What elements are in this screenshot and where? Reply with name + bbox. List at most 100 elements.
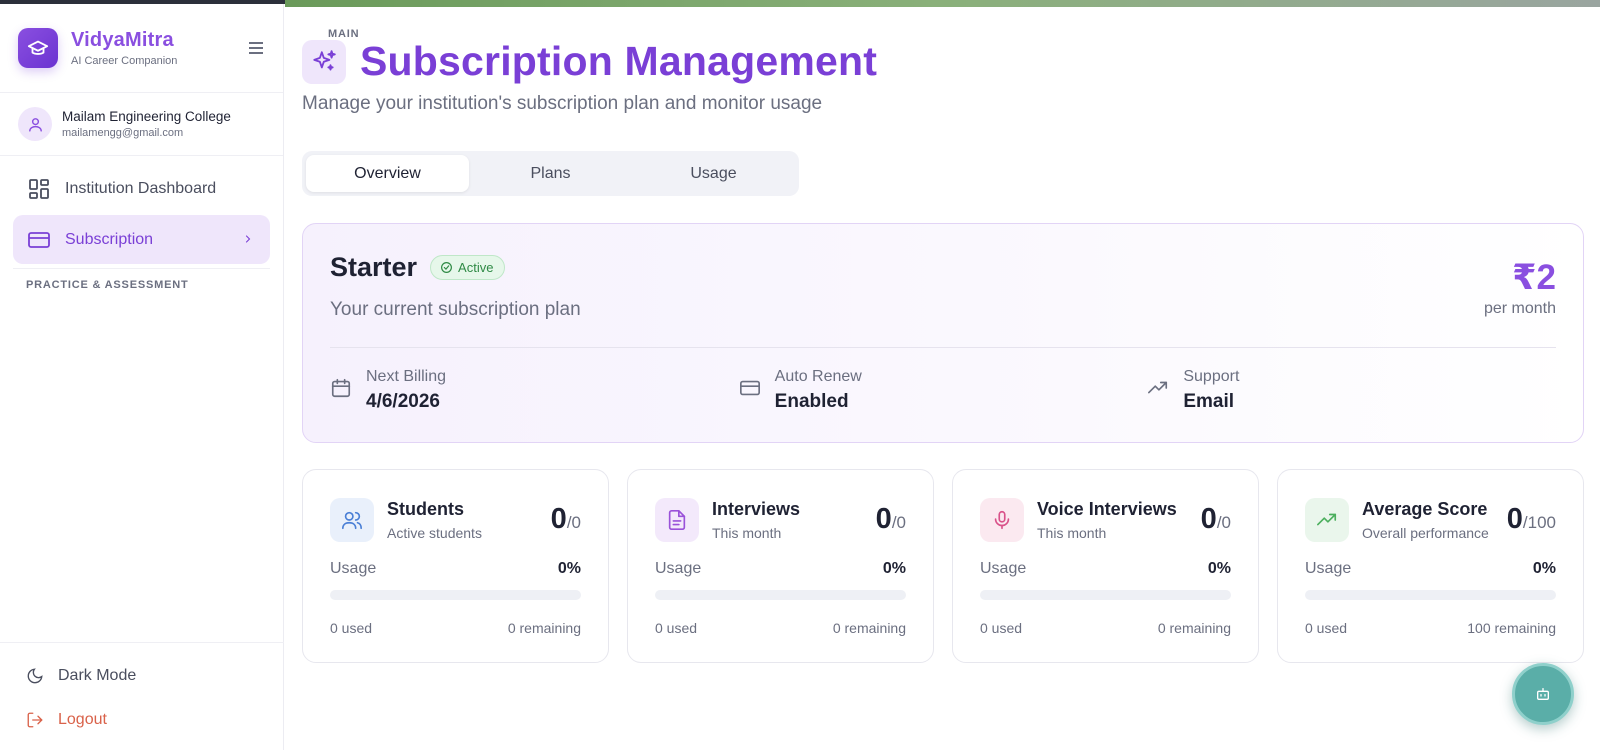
- dashboard-grid-icon: [29, 178, 49, 199]
- chevron-right-icon: [245, 235, 251, 243]
- count-value: 0: [550, 503, 567, 535]
- usage-label: Usage: [1305, 560, 1352, 577]
- plan-name: Starter: [330, 252, 418, 282]
- tab-plans[interactable]: Plans: [530, 164, 571, 182]
- stat-subtitle: This month: [712, 525, 782, 541]
- plan-divider: [330, 347, 1556, 348]
- sidebar-item-label: Institution Dashboard: [65, 179, 217, 197]
- remaining-count: 0 remaining: [1157, 620, 1231, 636]
- remaining-count: 0 remaining: [507, 620, 581, 636]
- tab-overview[interactable]: Overview: [306, 155, 469, 192]
- stat-card-average-score: Average Score Overall performance 0/100 …: [1277, 469, 1584, 663]
- usage-label: Usage: [330, 560, 377, 577]
- credit-card-icon: [28, 231, 50, 248]
- brand-name: VidyaMitra: [71, 29, 174, 51]
- stat-subtitle: Overall performance: [1362, 525, 1489, 541]
- usage-progress-bar: [1305, 590, 1556, 600]
- nav-section-practice: PRACTICE & ASSESSMENT: [26, 279, 189, 291]
- current-plan-card: Starter Active Your current subscription…: [302, 223, 1584, 443]
- usage-stats: Students Active students 0/0 Usage 0% 0 u…: [302, 469, 1584, 663]
- logout-label: Logout: [58, 711, 107, 728]
- plan-meta: Next Billing 4/6/2026 Auto Renew Enabled…: [330, 368, 1556, 413]
- meta-label: Next Billing: [366, 368, 447, 385]
- top-strip: [0, 0, 1600, 7]
- remaining-count: 100 remaining: [1467, 620, 1556, 636]
- count-limit: /0: [566, 513, 581, 532]
- usage-percent: 0%: [1207, 560, 1231, 577]
- page-header: Subscription Management: [302, 38, 1584, 85]
- profile-name: Mailam Engineering College: [62, 109, 231, 124]
- trending-up-icon: [1305, 498, 1349, 542]
- meta-next-billing: Next Billing 4/6/2026: [330, 368, 739, 413]
- used-count: 0 used: [980, 620, 1023, 636]
- nav-divider: [13, 268, 270, 269]
- sidebar-item-subscription[interactable]: Subscription: [13, 215, 270, 264]
- status-badge: Active: [430, 255, 506, 280]
- sparkles-icon: [302, 39, 346, 84]
- count-value: 0: [875, 503, 892, 535]
- usage-percent: 0%: [1532, 560, 1556, 577]
- credit-card-icon: [739, 380, 760, 396]
- brand-header: VidyaMitra AI Career Companion: [0, 4, 283, 93]
- tab-usage[interactable]: Usage: [690, 164, 737, 182]
- used-count: 0 used: [655, 620, 698, 636]
- check-circle-icon: [441, 262, 453, 273]
- count-limit: /100: [1522, 513, 1556, 532]
- plan-description: Your current subscription plan: [330, 299, 581, 320]
- stat-count: 0/0: [876, 503, 906, 536]
- stat-title: Interviews: [712, 499, 801, 519]
- logout-icon: [27, 712, 43, 728]
- price-unit: per month: [1483, 300, 1556, 317]
- sidebar-item-institution-dashboard[interactable]: Institution Dashboard: [13, 164, 270, 213]
- price-value: ₹2: [1512, 258, 1556, 297]
- top-accent-strip: [285, 0, 1600, 7]
- sidebar: VidyaMitra AI Career Companion Mailam En…: [0, 4, 359, 750]
- logout-button[interactable]: Logout: [0, 709, 284, 731]
- count-value: 0: [1200, 503, 1217, 535]
- sidebar-footer: Dark Mode Logout: [0, 642, 284, 750]
- hamburger-menu-icon[interactable]: [249, 42, 263, 54]
- meta-value: 4/6/2026: [366, 391, 440, 412]
- sidebar-item-label: Subscription: [65, 230, 154, 248]
- status-badge-label: Active: [458, 260, 494, 275]
- stat-card-voice-interviews: Voice Interviews This month 0/0 Usage 0% …: [952, 469, 1259, 663]
- meta-value: Enabled: [774, 391, 849, 412]
- used-count: 0 used: [1305, 620, 1348, 636]
- usage-progress-bar: [980, 590, 1231, 600]
- main-content: Subscription Management Manage your inst…: [302, 4, 1584, 663]
- meta-support: Support Email: [1147, 368, 1556, 413]
- user-avatar-icon: [18, 107, 52, 141]
- usage-progress-bar: [330, 590, 581, 600]
- usage-progress-bar: [655, 590, 906, 600]
- nav-section-main: MAIN: [328, 28, 360, 40]
- users-icon: [330, 498, 374, 542]
- microphone-icon: [980, 498, 1024, 542]
- brand-tagline: AI Career Companion: [71, 55, 178, 67]
- count-value: 0: [1506, 503, 1523, 535]
- dark-mode-toggle[interactable]: Dark Mode: [0, 665, 284, 687]
- chatbot-fab-button[interactable]: [1512, 663, 1574, 725]
- page-title: Subscription Management: [360, 38, 878, 84]
- meta-label: Auto Renew: [774, 368, 862, 385]
- stat-count: 0/100: [1507, 503, 1556, 536]
- stat-title: Average Score: [1362, 499, 1488, 519]
- profile-card[interactable]: Mailam Engineering College mailamengg@gm…: [0, 93, 283, 156]
- moon-icon: [27, 668, 43, 684]
- used-count: 0 used: [330, 620, 373, 636]
- usage-percent: 0%: [557, 560, 581, 577]
- bot-icon: [1537, 688, 1549, 700]
- count-limit: /0: [1216, 513, 1231, 532]
- remaining-count: 0 remaining: [832, 620, 906, 636]
- usage-label: Usage: [655, 560, 702, 577]
- stat-card-interviews: Interviews This month 0/0 Usage 0% 0 used…: [627, 469, 934, 663]
- calendar-icon: [331, 378, 351, 398]
- stat-title: Voice Interviews: [1037, 499, 1177, 519]
- stat-subtitle: Active students: [387, 525, 482, 541]
- plan-price: ₹2 per month: [1484, 258, 1556, 318]
- trending-up-icon: [1148, 381, 1168, 394]
- meta-label: Support: [1183, 368, 1240, 385]
- graduation-cap-icon[interactable]: [18, 28, 58, 68]
- stat-count: 0/0: [551, 503, 581, 536]
- page-subtitle: Manage your institution's subscription p…: [302, 93, 823, 114]
- stat-subtitle: This month: [1037, 525, 1107, 541]
